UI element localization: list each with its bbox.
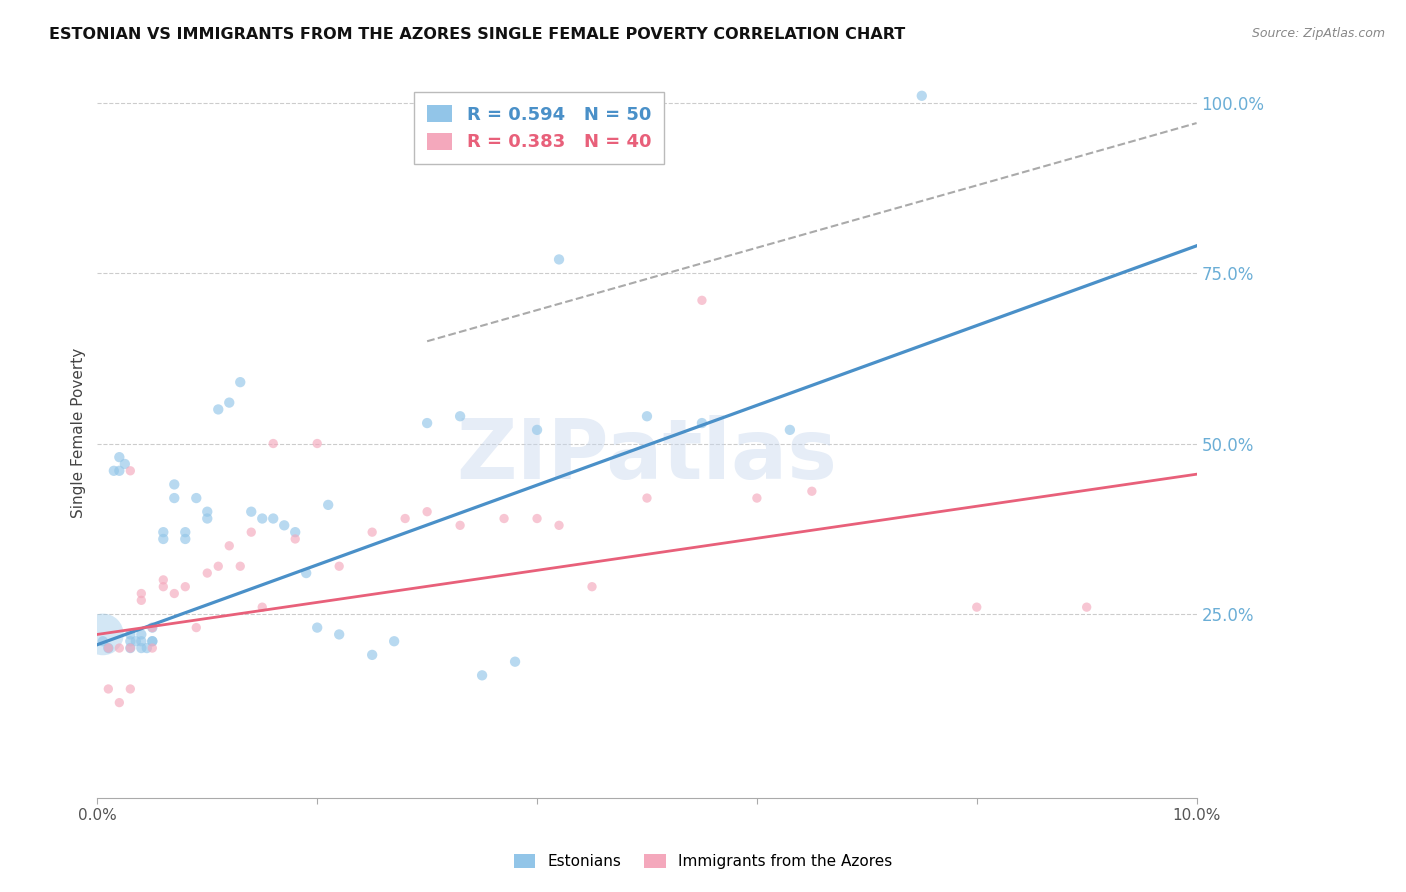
- Point: [1076, 600, 1098, 615]
- Legend: Estonians, Immigrants from the Azores: Estonians, Immigrants from the Azores: [508, 848, 898, 875]
- Point: [526, 511, 548, 525]
- Y-axis label: Single Female Poverty: Single Female Poverty: [72, 348, 86, 518]
- Point: [152, 573, 174, 587]
- Point: [114, 457, 136, 471]
- Point: [284, 525, 307, 540]
- Point: [361, 648, 384, 662]
- Point: [581, 580, 603, 594]
- Point: [207, 559, 229, 574]
- Point: [471, 668, 494, 682]
- Point: [207, 402, 229, 417]
- Point: [120, 641, 142, 656]
- Point: [295, 566, 318, 580]
- Point: [218, 395, 240, 409]
- Point: [394, 511, 416, 525]
- Point: [966, 600, 988, 615]
- Text: ZIPatlas: ZIPatlas: [457, 415, 838, 496]
- Point: [152, 532, 174, 546]
- Point: [262, 436, 284, 450]
- Point: [284, 532, 307, 546]
- Point: [636, 491, 658, 505]
- Point: [131, 586, 153, 600]
- Point: [120, 627, 142, 641]
- Point: [526, 423, 548, 437]
- Point: [91, 627, 114, 641]
- Point: [252, 600, 274, 615]
- Point: [307, 436, 329, 450]
- Point: [218, 539, 240, 553]
- Point: [97, 641, 120, 656]
- Point: [174, 532, 197, 546]
- Point: [97, 681, 120, 696]
- Point: [125, 634, 148, 648]
- Point: [108, 450, 131, 465]
- Point: [636, 409, 658, 424]
- Point: [240, 505, 263, 519]
- Point: [779, 423, 801, 437]
- Point: [186, 491, 208, 505]
- Point: [141, 621, 163, 635]
- Text: Source: ZipAtlas.com: Source: ZipAtlas.com: [1251, 27, 1385, 40]
- Point: [328, 627, 350, 641]
- Point: [449, 409, 471, 424]
- Point: [229, 559, 252, 574]
- Point: [108, 641, 131, 656]
- Point: [229, 375, 252, 389]
- Point: [416, 416, 439, 430]
- Point: [745, 491, 768, 505]
- Point: [690, 416, 713, 430]
- Point: [163, 491, 186, 505]
- Point: [262, 511, 284, 525]
- Point: [273, 518, 295, 533]
- Point: [449, 518, 471, 533]
- Point: [131, 627, 153, 641]
- Point: [195, 505, 218, 519]
- Point: [800, 484, 823, 499]
- Point: [108, 696, 131, 710]
- Text: ESTONIAN VS IMMIGRANTS FROM THE AZORES SINGLE FEMALE POVERTY CORRELATION CHART: ESTONIAN VS IMMIGRANTS FROM THE AZORES S…: [49, 27, 905, 42]
- Point: [174, 580, 197, 594]
- Point: [240, 525, 263, 540]
- Point: [174, 525, 197, 540]
- Point: [163, 586, 186, 600]
- Point: [120, 464, 142, 478]
- Point: [131, 641, 153, 656]
- Point: [416, 505, 439, 519]
- Point: [152, 525, 174, 540]
- Point: [120, 641, 142, 656]
- Point: [120, 681, 142, 696]
- Point: [316, 498, 339, 512]
- Legend: R = 0.594   N = 50, R = 0.383   N = 40: R = 0.594 N = 50, R = 0.383 N = 40: [415, 92, 664, 164]
- Point: [911, 88, 934, 103]
- Point: [141, 621, 163, 635]
- Point: [141, 634, 163, 648]
- Point: [103, 464, 125, 478]
- Point: [195, 511, 218, 525]
- Point: [548, 518, 571, 533]
- Point: [152, 580, 174, 594]
- Point: [382, 634, 405, 648]
- Point: [131, 634, 153, 648]
- Point: [141, 634, 163, 648]
- Point: [494, 511, 516, 525]
- Point: [503, 655, 526, 669]
- Point: [97, 641, 120, 656]
- Point: [307, 621, 329, 635]
- Point: [163, 477, 186, 491]
- Point: [141, 641, 163, 656]
- Point: [91, 634, 114, 648]
- Point: [361, 525, 384, 540]
- Point: [690, 293, 713, 308]
- Point: [195, 566, 218, 580]
- Point: [328, 559, 350, 574]
- Point: [131, 593, 153, 607]
- Point: [186, 621, 208, 635]
- Point: [135, 641, 157, 656]
- Point: [252, 511, 274, 525]
- Point: [120, 634, 142, 648]
- Point: [548, 252, 571, 267]
- Point: [108, 464, 131, 478]
